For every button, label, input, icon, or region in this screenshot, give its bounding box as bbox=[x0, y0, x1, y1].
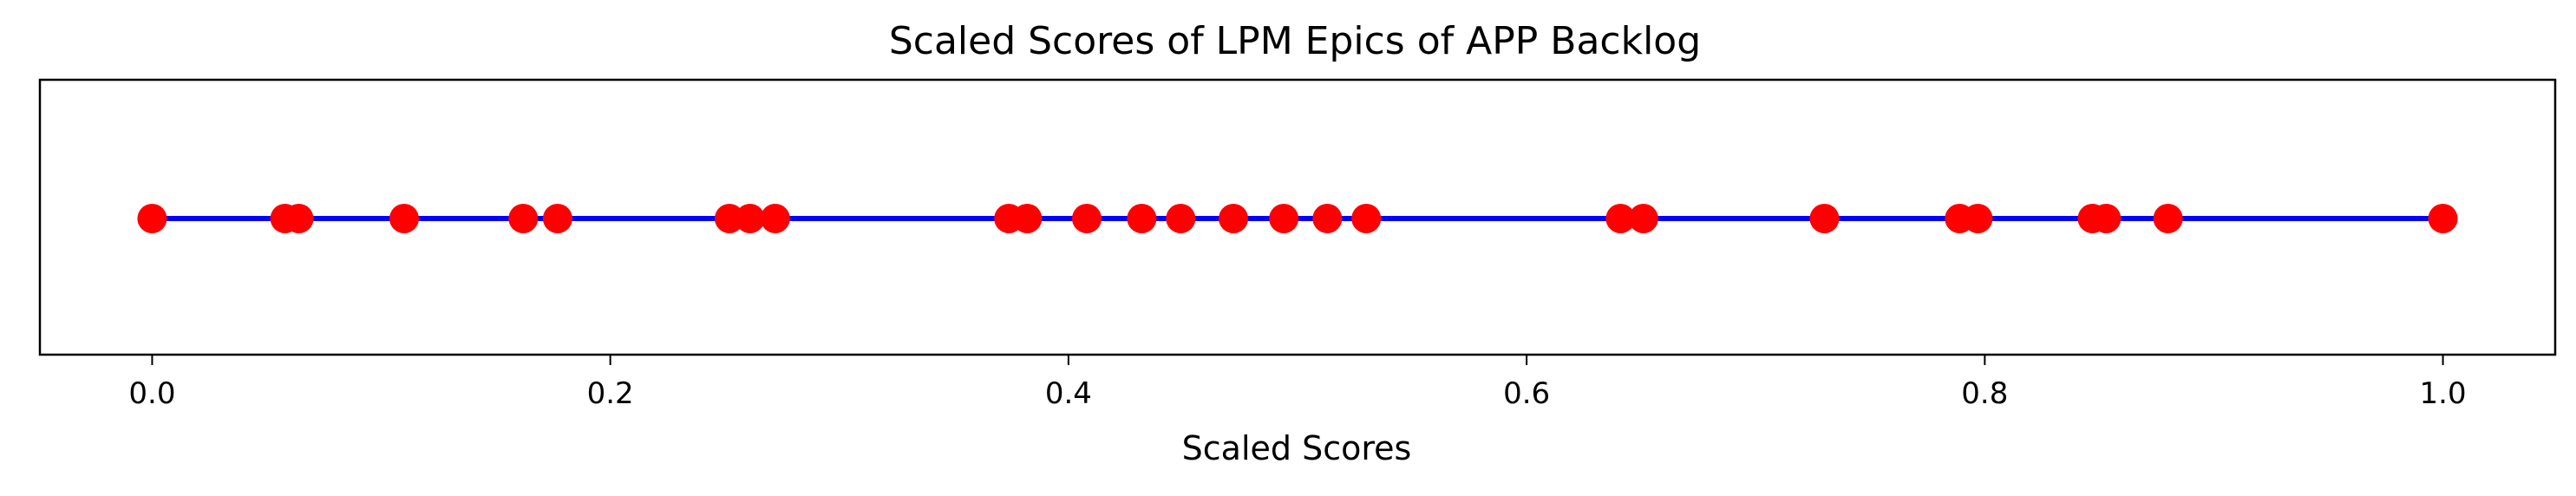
data-point bbox=[1012, 204, 1043, 233]
data-point bbox=[1219, 204, 1249, 233]
x-tick-label: 0.4 bbox=[1045, 376, 1092, 411]
series-layer bbox=[137, 204, 2458, 233]
data-point bbox=[508, 204, 539, 233]
data-point bbox=[284, 204, 314, 233]
data-point bbox=[137, 204, 167, 233]
data-point bbox=[714, 204, 744, 233]
data-point bbox=[1072, 204, 1102, 233]
data-point bbox=[1628, 204, 1658, 233]
chart-title: Scaled Scores of LPM Epics of APP Backlo… bbox=[889, 19, 1701, 63]
x-tick-label: 1.0 bbox=[2420, 376, 2467, 411]
data-point bbox=[2153, 204, 2183, 233]
x-axis-label: Scaled Scores bbox=[1182, 429, 1412, 467]
data-point bbox=[2091, 204, 2122, 233]
data-point bbox=[1809, 204, 1840, 233]
data-point bbox=[1605, 204, 1636, 233]
data-point bbox=[1351, 204, 1382, 233]
data-point bbox=[2428, 204, 2458, 233]
data-point bbox=[542, 204, 572, 233]
x-tick-label: 0.0 bbox=[128, 376, 175, 411]
x-tick-label: 0.6 bbox=[1503, 376, 1550, 411]
x-tick-label: 0.8 bbox=[1961, 376, 2008, 411]
x-axis-ticks: 0.0 0.2 0.4 0.6 0.8 1.0 bbox=[128, 355, 2467, 411]
data-point bbox=[1312, 204, 1343, 233]
data-point bbox=[760, 204, 790, 233]
data-point bbox=[735, 204, 765, 233]
data-point bbox=[1963, 204, 1993, 233]
data-point bbox=[1269, 204, 1299, 233]
data-point bbox=[1127, 204, 1157, 233]
x-tick-label: 0.2 bbox=[587, 376, 634, 411]
data-point bbox=[1166, 204, 1196, 233]
data-point bbox=[389, 204, 419, 233]
